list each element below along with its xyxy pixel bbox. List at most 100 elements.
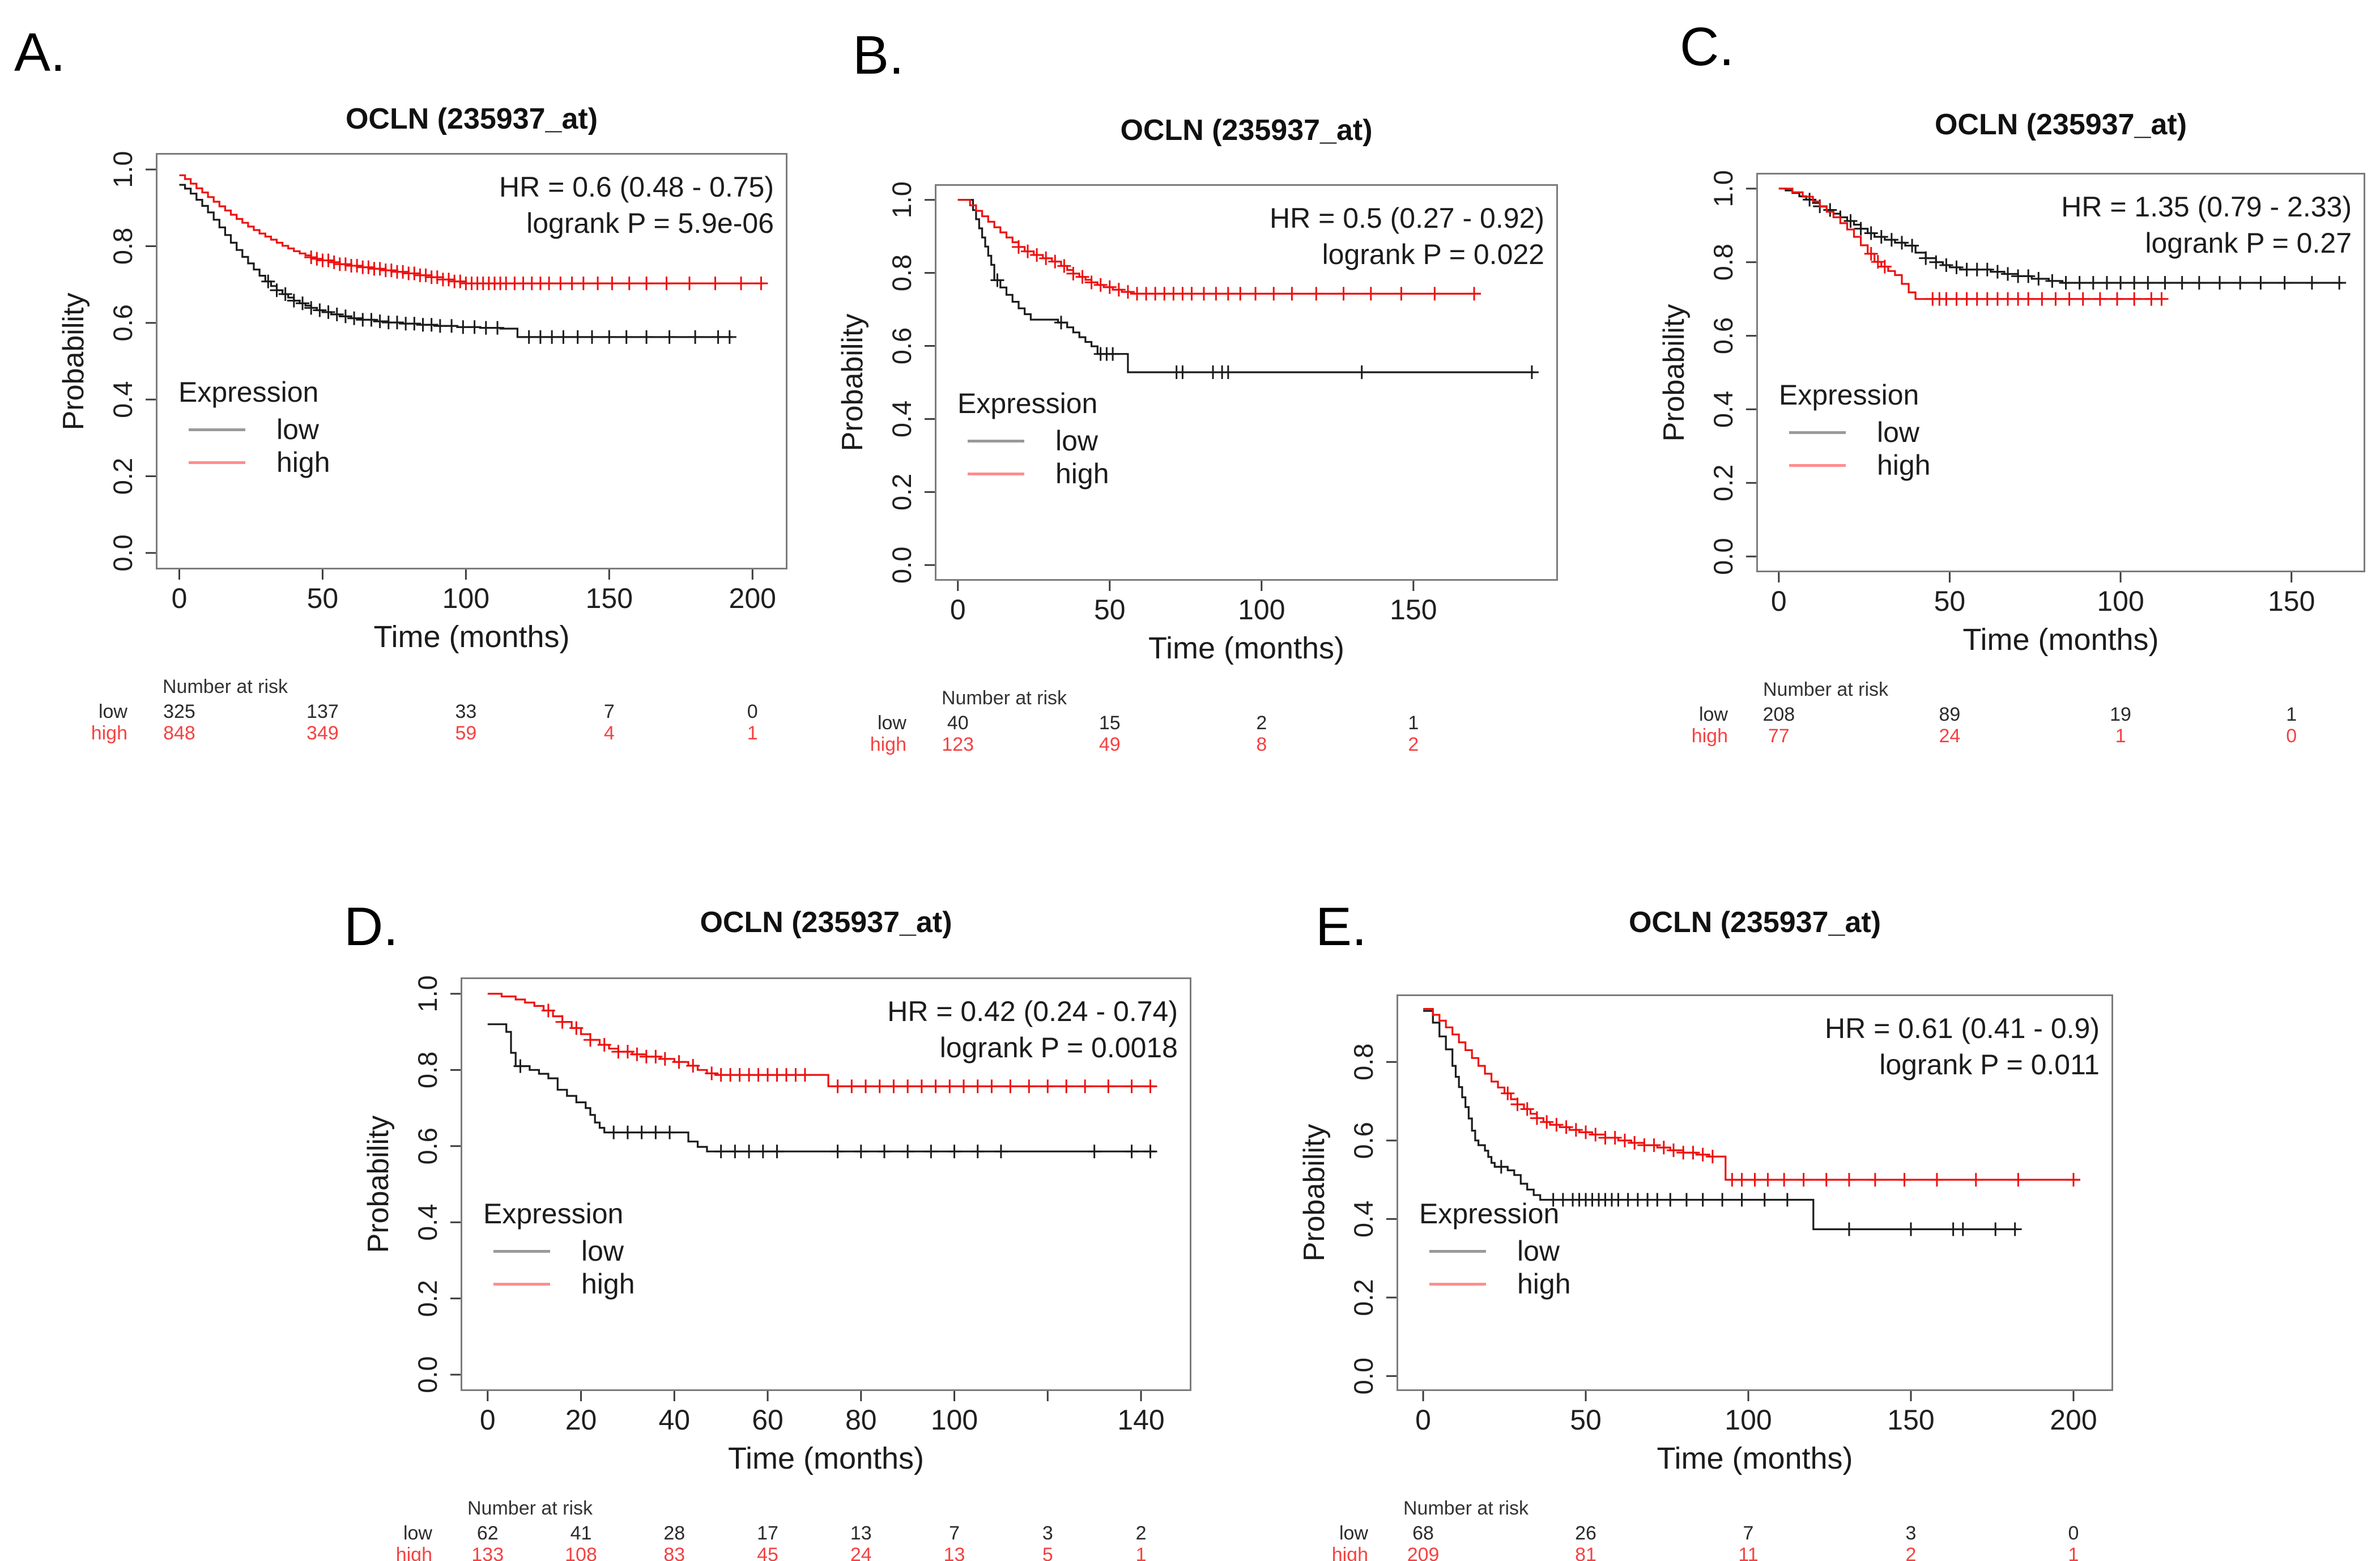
risk-count: 89	[1939, 704, 1961, 725]
km-plot-svg: 0 50 100 150 200 0.0 0.2 0.4 0.6 0.8 1.0	[108, 151, 787, 614]
x-tick-label: 100	[1238, 594, 1285, 626]
risk-row-label-high: high	[395, 1544, 432, 1561]
legend-label-high: high	[1055, 458, 1109, 490]
chart-title: OCLN (235937_at)	[1628, 906, 1881, 939]
risk-count: 77	[1768, 725, 1790, 747]
risk-count: 62	[476, 1522, 499, 1544]
risk-count: 24	[1939, 725, 1961, 747]
risk-count: 8	[1256, 734, 1267, 755]
chart-title: OCLN (235937_at)	[345, 103, 598, 135]
risk-count: 19	[2110, 704, 2131, 725]
legend-item-high: high	[189, 446, 330, 479]
x-tick-label: 100	[1725, 1404, 1772, 1436]
risk-count: 83	[663, 1544, 686, 1561]
hr-annotation: HR = 0.6 (0.48 - 0.75) logrank P = 5.9e-…	[156, 169, 774, 241]
risk-count: 7	[603, 701, 615, 722]
km-curve-low	[1423, 1010, 2019, 1231]
risk-count: 137	[306, 701, 339, 722]
legend-label-high: high	[581, 1268, 635, 1300]
risk-row-low: low 208 89 19 1	[1646, 704, 2380, 728]
expression-legend: Expression low high	[935, 387, 1109, 490]
y-tick-label: 0.2	[412, 1280, 442, 1317]
low-line-swatch	[189, 428, 245, 431]
km-plot-svg: 0 50 100 150 0.0 0.2 0.4 0.6 0.8 1.0	[1708, 170, 2365, 617]
risk-count: 28	[663, 1522, 686, 1544]
km-plot-svg: 0 50 100 150 0.0 0.2 0.4 0.6 0.8 1.0	[887, 181, 1558, 626]
km-curve-low	[957, 199, 1535, 373]
legend-item-high: high	[1429, 1267, 1571, 1300]
legend-item-low: low	[493, 1235, 635, 1267]
x-tick-label: 50	[307, 582, 339, 614]
y-axis-label: Probability	[57, 292, 90, 430]
risk-row-low: low 68 26 7 3 0	[1252, 1522, 2136, 1546]
y-tick-label: 0.4	[108, 381, 138, 418]
low-line-swatch	[1789, 431, 1846, 434]
x-tick-label: 140	[1117, 1404, 1164, 1436]
logrank-p-value: logrank P = 0.27	[2145, 227, 2352, 259]
risk-count: 325	[163, 701, 195, 722]
x-tick-label: 0	[1415, 1404, 1431, 1436]
x-tick-label: 100	[442, 582, 489, 614]
risk-count: 13	[943, 1544, 965, 1561]
risk-table-header: Number at risk	[1403, 1498, 1529, 1519]
risk-count: 40	[947, 712, 969, 734]
x-tick-label: 100	[2097, 585, 2144, 617]
hr-annotation: HR = 0.42 (0.24 - 0.74) logrank P = 0.00…	[461, 993, 1178, 1066]
hr-annotation: HR = 0.5 (0.27 - 0.92) logrank P = 0.022	[935, 200, 1544, 273]
km-curve-high	[1778, 188, 2165, 300]
x-tick-label: 0	[480, 1404, 496, 1436]
y-axis-label: Probability	[836, 313, 869, 452]
risk-count: 11	[1738, 1544, 1759, 1561]
y-axis-label: Probability	[362, 1115, 395, 1253]
x-axis-label: Time (months)	[373, 620, 570, 654]
hr-annotation: HR = 0.61 (0.41 - 0.9) logrank P = 0.011	[1397, 1010, 2100, 1083]
legend-title: Expression	[483, 1198, 624, 1230]
y-tick-label: 0.8	[887, 254, 917, 291]
risk-count: 1	[1135, 1544, 1147, 1561]
risk-count: 1	[2115, 725, 2126, 747]
risk-count: 0	[747, 701, 758, 722]
high-line-swatch	[968, 472, 1024, 475]
risk-count: 133	[471, 1544, 504, 1561]
hr-value: HR = 0.5 (0.27 - 0.92)	[1270, 202, 1544, 234]
legend-label-high: high	[1517, 1268, 1571, 1300]
risk-count: 26	[1575, 1522, 1596, 1544]
plot-frame	[1397, 994, 2113, 1391]
y-tick-label: 0.6	[1708, 317, 1738, 354]
expression-legend: Expression low high	[1397, 1197, 1571, 1300]
km-curve-high	[1423, 1008, 2080, 1181]
risk-row-label-low: low	[98, 701, 127, 722]
risk-table-header: Number at risk	[942, 687, 1067, 709]
legend-item-low: low	[1429, 1235, 1571, 1267]
risk-count: 17	[757, 1522, 778, 1544]
x-tick-label: 0	[1771, 585, 1787, 617]
x-tick-label: 200	[729, 582, 776, 614]
risk-count: 2	[1135, 1522, 1147, 1544]
x-tick-label: 150	[1390, 594, 1437, 626]
legend-item-high: high	[1789, 449, 1931, 482]
logrank-p-value: logrank P = 5.9e-06	[526, 207, 774, 239]
risk-row-label-low: low	[877, 712, 906, 734]
x-tick-label: 40	[658, 1404, 690, 1436]
x-axis-label: Time (months)	[1148, 631, 1345, 665]
x-tick-label: 80	[845, 1404, 877, 1436]
risk-row-label-low: low	[1698, 704, 1728, 725]
x-tick-label: 150	[2268, 585, 2315, 617]
legend-title: Expression	[1419, 1198, 1560, 1230]
km-panel-b: B. OCLN (235937_at) HR = 0.5 (0.27 - 0.9…	[824, 8, 1640, 762]
y-tick-label: 0.2	[108, 458, 138, 495]
chart-title: OCLN (235937_at)	[700, 906, 952, 939]
risk-count: 49	[1099, 734, 1121, 755]
logrank-p-value: logrank P = 0.0018	[939, 1032, 1178, 1064]
legend-label-low: low	[1517, 1235, 1560, 1267]
hr-value: HR = 0.61 (0.41 - 0.9)	[1825, 1013, 2100, 1044]
y-tick-label: 1.0	[1708, 170, 1738, 207]
x-tick-label: 0	[950, 594, 966, 626]
chart-title: OCLN (235937_at)	[1120, 114, 1373, 147]
high-line-swatch	[189, 461, 245, 464]
y-tick-label: 0.0	[412, 1356, 442, 1393]
risk-row-high: high 848 349 59 4 1	[8, 722, 821, 746]
y-tick-label: 0.8	[1708, 244, 1738, 280]
km-panel-c: C. OCLN (235937_at) HR = 1.35 (0.79 - 2.…	[1646, 8, 2380, 762]
km-curve-low	[179, 184, 733, 338]
